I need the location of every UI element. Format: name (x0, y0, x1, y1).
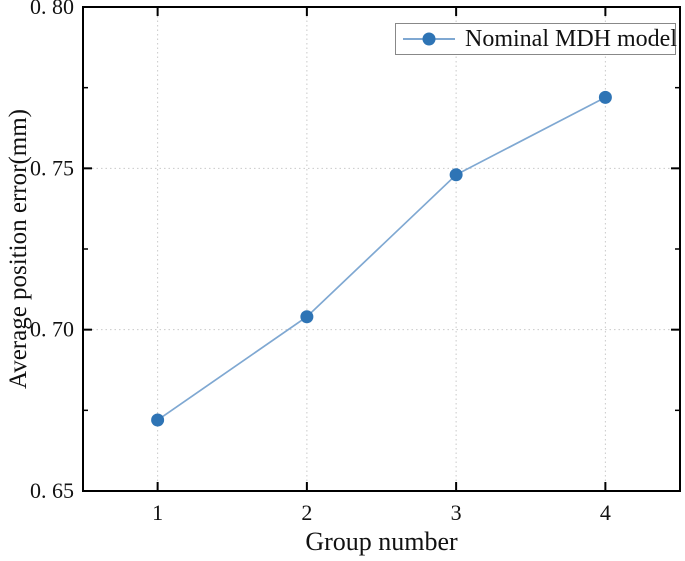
y-tick-label: 0. 65 (30, 478, 74, 503)
x-axis-title: Group number (305, 527, 458, 556)
data-point (598, 90, 612, 104)
legend-label: Nominal MDH model (465, 25, 677, 52)
data-point (300, 310, 314, 324)
data-point (151, 413, 165, 427)
plot-frame (82, 6, 681, 492)
y-tick-label: 0. 75 (30, 155, 74, 180)
legend-line-marker-sample (403, 32, 455, 46)
legend-circle-marker-icon (422, 32, 436, 46)
legend: Nominal MDH model (395, 23, 677, 55)
data-line (157, 96, 606, 421)
x-tick-label: 3 (451, 500, 462, 525)
x-tick-label: 4 (600, 500, 611, 525)
x-tick-label: 2 (301, 500, 312, 525)
y-tick-label: 0. 70 (30, 317, 74, 342)
data-point (449, 168, 463, 182)
y-axis-title-text: Average position error(mm) (5, 109, 32, 389)
x-tick-label: 1 (152, 500, 163, 525)
y-tick-label: 0. 80 (30, 0, 74, 19)
